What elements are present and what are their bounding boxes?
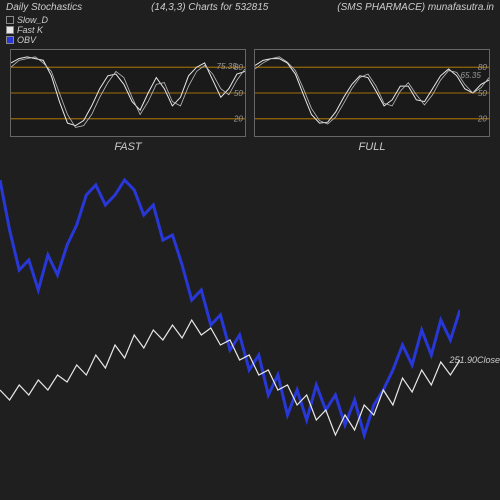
svg-text:50: 50 xyxy=(478,89,488,98)
main-chart: 251.90Close xyxy=(0,160,460,480)
chart-header: Daily Stochastics (14,3,3) Charts for 53… xyxy=(0,0,500,15)
panel-fast: 20508075.35 xyxy=(10,49,246,137)
panel-full: 20508065.35 xyxy=(254,49,490,137)
legend-slow: Slow_D xyxy=(6,15,494,25)
panel-full-label: FULL xyxy=(254,139,490,159)
legend: Slow_D Fast K OBV xyxy=(0,15,500,45)
legend-slow-label: Slow_D xyxy=(17,15,48,25)
stochastic-panels: 20508075.35 20508065.35 xyxy=(0,45,500,139)
svg-text:65.35: 65.35 xyxy=(461,71,482,80)
swatch-icon xyxy=(6,16,14,24)
svg-text:20: 20 xyxy=(477,115,488,124)
legend-obv: OBV xyxy=(6,35,494,45)
legend-obv-label: OBV xyxy=(17,35,36,45)
close-value-label: 251.90Close xyxy=(449,355,500,365)
legend-fast: Fast K xyxy=(6,25,494,35)
legend-fast-label: Fast K xyxy=(17,25,43,35)
swatch-icon xyxy=(6,36,14,44)
panel-labels: FAST FULL xyxy=(0,139,500,159)
panel-fast-label: FAST xyxy=(10,139,246,159)
svg-text:50: 50 xyxy=(234,89,244,98)
swatch-icon xyxy=(6,26,14,34)
header-right: (SMS PHARMACE) munafasutra.in xyxy=(337,2,494,13)
header-left: Daily Stochastics xyxy=(6,2,82,13)
header-center: (14,3,3) Charts for 532815 xyxy=(151,2,268,13)
svg-text:75.35: 75.35 xyxy=(217,62,238,71)
svg-text:20: 20 xyxy=(233,115,244,124)
